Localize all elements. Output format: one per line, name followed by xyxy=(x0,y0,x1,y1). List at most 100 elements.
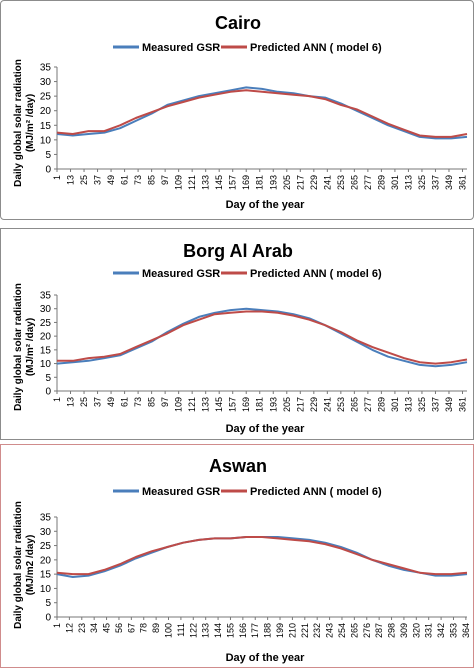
x-tick-label: 217 xyxy=(295,175,305,190)
x-tick-label: 157 xyxy=(228,175,238,190)
y-tick-label: 10 xyxy=(40,135,52,146)
x-tick-label: 109 xyxy=(174,397,184,412)
x-tick-label: 364 xyxy=(461,623,471,638)
series-group xyxy=(56,307,468,368)
x-tick-label: 67 xyxy=(126,623,136,633)
x-tick-label: 265 xyxy=(349,397,359,412)
series-group xyxy=(56,536,468,578)
y-axis-title: Daily global solar radiation (MJ/m2 /day… xyxy=(13,501,36,629)
y-tick-label: 25 xyxy=(40,318,52,329)
x-tick-label: 145 xyxy=(214,175,224,190)
x-tick-label: 337 xyxy=(430,175,440,190)
x-tick-label: 12 xyxy=(64,623,74,633)
y-tick-label: 30 xyxy=(40,527,52,538)
y-axis-title-line2: (MJ/m2 /day) xyxy=(25,535,36,596)
x-tick-label: 181 xyxy=(255,175,265,190)
x-tick-label: 177 xyxy=(250,623,260,638)
x-tick-label: 73 xyxy=(133,397,143,407)
x-tick-label: 205 xyxy=(282,175,292,190)
x-tick-label: 1 xyxy=(52,623,62,628)
x-tick-label: 331 xyxy=(424,623,434,638)
chart-title: Aswan xyxy=(209,456,267,476)
y-tick-label: 15 xyxy=(40,345,52,356)
y-axis-title-line2: (MJ/m² /day) xyxy=(25,94,36,152)
x-tick-label: 1 xyxy=(52,397,62,402)
x-tick-label: 265 xyxy=(349,623,359,638)
legend-label-predicted: Predicted ANN ( model 6) xyxy=(250,268,382,280)
x-tick-label: 254 xyxy=(337,623,347,638)
x-tick-label: 277 xyxy=(363,175,373,190)
x-axis-title: Day of the year xyxy=(226,423,306,435)
legend-label-predicted: Predicted ANN ( model 6) xyxy=(250,486,382,498)
x-tick-label: 289 xyxy=(376,175,386,190)
series-line-predicted xyxy=(56,536,468,576)
x-tick-label: 97 xyxy=(160,397,170,407)
y-tick-label: 35 xyxy=(40,291,52,302)
x-tick-label: 301 xyxy=(390,397,400,412)
chart-panel-cairo: Cairo Measured GSR Predicted ANN ( model… xyxy=(0,0,474,220)
x-tick-label: 45 xyxy=(102,623,112,633)
x-tick-label: 109 xyxy=(174,175,184,190)
x-tick-label: 241 xyxy=(322,397,332,412)
x-tick-label: 145 xyxy=(214,397,224,412)
x-tick-label: 78 xyxy=(139,623,149,633)
x-tick-label: 169 xyxy=(241,397,251,412)
y-tick-label: 5 xyxy=(45,598,51,609)
x-tick-label: 61 xyxy=(120,175,130,185)
x-tick-label: 61 xyxy=(120,397,130,407)
y-axis-title-line1: Daily global solar radiation xyxy=(13,283,24,411)
x-tick-label: 122 xyxy=(188,623,198,638)
x-tick-label: 56 xyxy=(114,623,124,633)
x-tick-label: 188 xyxy=(263,623,273,638)
x-tick-label: 133 xyxy=(201,623,211,638)
y-tick-label: 30 xyxy=(40,304,52,315)
y-tick-label: 5 xyxy=(45,373,51,384)
legend-label-measured: Measured GSR xyxy=(142,42,220,54)
x-tick-label: 155 xyxy=(225,623,235,638)
x-tick-label: 25 xyxy=(79,397,89,407)
x-tick-label: 100 xyxy=(164,623,174,638)
chart-panel-aswan: Aswan Measured GSR Predicted ANN ( model… xyxy=(0,444,474,668)
x-tick-label: 243 xyxy=(325,623,335,638)
y-tick-label: 15 xyxy=(40,570,52,581)
chart-svg-aswan: Aswan Measured GSR Predicted ANN ( model… xyxy=(13,456,471,664)
y-tick-label: 15 xyxy=(40,121,52,132)
x-tick-label: 349 xyxy=(444,175,454,190)
x-tick-label: 133 xyxy=(201,397,211,412)
x-tick-label: 217 xyxy=(295,397,305,412)
x-tick-label: 313 xyxy=(403,175,413,190)
x-tick-label: 25 xyxy=(79,175,89,185)
x-tick-label: 85 xyxy=(147,175,157,185)
y-axis-title-line1: Daily global solar radiation xyxy=(13,59,24,187)
x-tick-label: 337 xyxy=(430,397,440,412)
x-tick-label: 37 xyxy=(93,397,103,407)
x-tick-label: 205 xyxy=(282,397,292,412)
x-tick-label: 229 xyxy=(309,175,319,190)
y-tick-label: 5 xyxy=(45,150,51,161)
x-tick-label: 166 xyxy=(238,623,248,638)
y-axis-title: Daily global solar radiation (MJ/m² /day… xyxy=(13,283,36,411)
x-tick-label: 253 xyxy=(336,175,346,190)
x-tick-label: 23 xyxy=(77,623,87,633)
x-tick-label: 301 xyxy=(390,175,400,190)
x-tick-label: 49 xyxy=(106,175,116,185)
y-axis-title-line2: (MJ/m² /day) xyxy=(25,318,36,376)
y-tick-label: 20 xyxy=(40,555,52,566)
x-tick-label: 133 xyxy=(201,175,211,190)
x-tick-label: 309 xyxy=(399,623,409,638)
chart-panel-borg-al-arab: Borg Al Arab Measured GSR Predicted ANN … xyxy=(0,228,474,440)
axes: 0 5 10 15 20 25 30 35 1 12 23 34 45 56 67 78 89 100 111 122… xyxy=(40,513,471,639)
series-line-predicted xyxy=(56,89,468,138)
y-tick-label: 35 xyxy=(40,63,52,74)
x-tick-label: 144 xyxy=(213,623,223,638)
x-tick-label: 73 xyxy=(133,175,143,185)
x-tick-label: 361 xyxy=(457,397,467,412)
x-axis-title: Day of the year xyxy=(226,199,306,211)
y-axis-title: Daily global solar radiation (MJ/m² /day… xyxy=(13,59,36,187)
chart-title: Borg Al Arab xyxy=(183,241,293,261)
x-tick-label: 49 xyxy=(106,397,116,407)
x-tick-label: 121 xyxy=(187,175,197,190)
x-tick-label: 13 xyxy=(66,175,76,185)
x-tick-label: 253 xyxy=(336,397,346,412)
